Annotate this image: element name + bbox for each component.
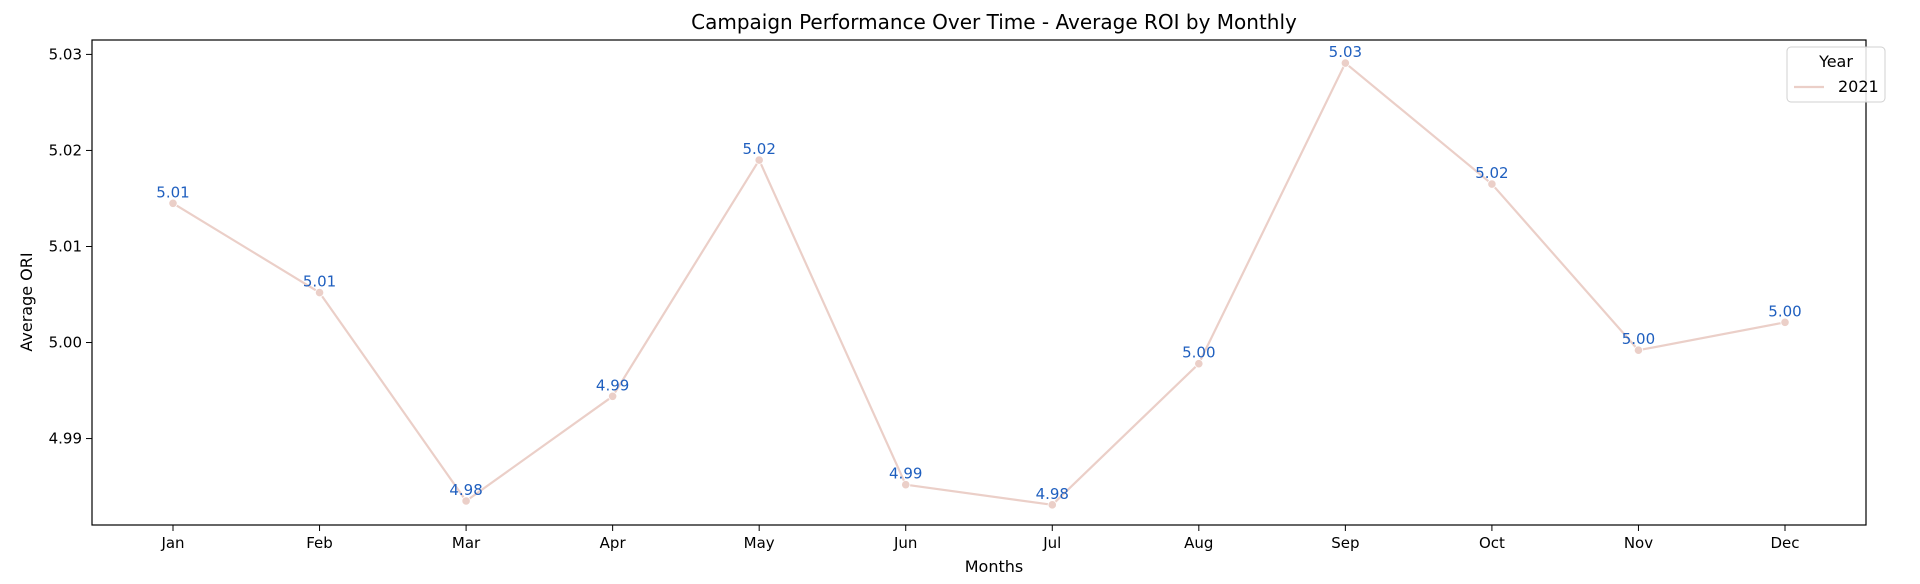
- data-point: [461, 496, 471, 506]
- plot-frame: [91, 39, 1867, 526]
- data-label: 4.98: [449, 481, 482, 499]
- data-point: [1780, 317, 1790, 327]
- x-tick-label: Jul: [1042, 534, 1061, 552]
- data-label: 5.00: [1768, 302, 1801, 320]
- data-point: [1340, 58, 1350, 68]
- data-label: 5.02: [1475, 164, 1508, 182]
- legend[interactable]: Year 2021: [1786, 46, 1886, 103]
- y-tick-label: 4.99: [49, 430, 82, 448]
- data-point: [1487, 179, 1497, 189]
- x-tick-label: Dec: [1770, 534, 1799, 552]
- x-tick-label: Jan: [160, 534, 184, 552]
- y-tick-label: 5.00: [49, 334, 82, 352]
- legend-title: Year: [1818, 52, 1853, 71]
- data-label: 5.03: [1329, 43, 1362, 61]
- data-point: [1047, 500, 1057, 510]
- x-tick-label: Feb: [306, 534, 333, 552]
- data-label: 5.01: [303, 273, 336, 291]
- data-point: [754, 155, 764, 165]
- x-tick-label: Nov: [1624, 534, 1653, 552]
- x-tick-label: Apr: [600, 534, 627, 552]
- plot-area: 4.99 5.00 5.01 5.02 5.03 Jan Feb Mar Apr May Jun Ju…: [49, 39, 1867, 552]
- data-point: [168, 198, 178, 208]
- x-tick-label: Sep: [1331, 534, 1359, 552]
- y-tick-label: 5.02: [49, 141, 82, 159]
- series-line-2021: [171, 61, 1787, 506]
- y-tick-label: 5.01: [49, 237, 82, 255]
- data-label: 4.98: [1036, 485, 1069, 503]
- data-point: [901, 480, 911, 490]
- legend-box: [1786, 46, 1886, 103]
- x-tick-label: Jun: [893, 534, 917, 552]
- y-axis-label: Average ORI: [17, 252, 36, 351]
- data-label: 4.99: [889, 465, 922, 483]
- x-tick-label: Mar: [452, 534, 481, 552]
- data-point: [1194, 359, 1204, 369]
- data-label: 5.00: [1622, 330, 1655, 348]
- data-label: 5.02: [742, 140, 775, 158]
- data-point: [314, 287, 325, 298]
- data-label: 5.01: [156, 183, 189, 201]
- x-tick-label: May: [744, 534, 775, 552]
- data-label: 5.00: [1182, 344, 1215, 362]
- x-tick-label: Oct: [1479, 534, 1505, 552]
- x-axis-label: Months: [965, 557, 1023, 576]
- legend-entry-2021: 2021: [1838, 77, 1879, 96]
- y-tick-label: 5.03: [49, 45, 82, 63]
- chart-title: Campaign Performance Over Time - Average…: [691, 10, 1297, 34]
- x-tick-label: Aug: [1184, 534, 1213, 552]
- data-point: [608, 391, 618, 401]
- data-point: [1633, 345, 1644, 355]
- data-label: 4.99: [596, 376, 629, 394]
